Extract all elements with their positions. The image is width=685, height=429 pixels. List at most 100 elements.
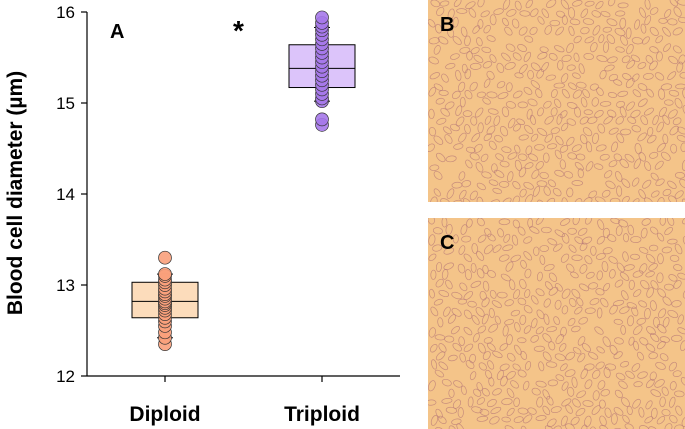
blood-cell-shape <box>571 325 581 333</box>
blood-cell-shape <box>603 367 611 379</box>
blood-cell-shape <box>656 272 664 284</box>
blood-cell-shape <box>589 83 599 91</box>
blood-cell-shape <box>438 361 449 371</box>
blood-cell-shape <box>477 234 487 243</box>
blood-cell-shape <box>592 390 600 401</box>
blood-cell-shape <box>626 60 636 69</box>
blood-cell-shape <box>516 118 525 126</box>
blood-cell-shape <box>470 262 477 273</box>
blood-cell-shape <box>460 26 468 37</box>
blood-cell-shape <box>457 263 466 274</box>
blood-cell-shape <box>572 72 581 79</box>
blood-cell-shape <box>512 195 520 202</box>
blood-cell-shape <box>517 153 528 161</box>
blood-cell-shape <box>575 153 586 161</box>
blood-cell-shape <box>487 270 496 278</box>
blood-cell-shape <box>430 196 438 202</box>
blood-cell-shape <box>481 297 490 308</box>
blood-cell-shape <box>566 187 574 198</box>
blood-cell-shape <box>674 390 685 398</box>
blood-cell-shape <box>483 78 491 88</box>
blood-cell-shape <box>596 307 603 319</box>
blood-cell-shape <box>654 160 664 170</box>
blood-cell-shape <box>450 123 460 132</box>
blood-cell-shape <box>675 83 685 90</box>
blood-cell-shape <box>517 44 527 52</box>
blood-cell-shape <box>481 388 490 397</box>
blood-cell-shape <box>599 399 606 409</box>
blood-cell-shape <box>682 105 685 115</box>
blood-cell-shape <box>645 400 653 410</box>
blood-cell-shape <box>602 247 613 255</box>
blood-cell-shape <box>681 159 685 171</box>
blood-cell-shape <box>619 306 630 314</box>
blood-cell-shape <box>614 337 624 345</box>
blood-cell-shape <box>625 77 635 89</box>
blood-cell-shape <box>658 17 668 24</box>
blood-cell-shape <box>622 251 629 262</box>
blood-cell-shape <box>572 0 583 7</box>
blood-cell-shape <box>649 7 659 15</box>
blood-cell-shape <box>580 8 589 18</box>
blood-cell-shape <box>574 236 584 245</box>
blood-cell-shape <box>433 45 441 55</box>
blood-cell-shape <box>463 291 474 301</box>
data-point <box>158 250 172 265</box>
blood-cell-shape <box>547 379 559 387</box>
blood-cell-shape <box>469 353 476 364</box>
blood-cell-shape <box>657 232 665 242</box>
y-tick-label: 15 <box>56 94 75 113</box>
blood-cell-shape <box>482 61 493 69</box>
blood-cell-shape <box>545 361 558 368</box>
blood-cell-shape <box>574 306 583 315</box>
blood-cell-shape <box>445 279 453 290</box>
blood-cell-shape <box>579 116 589 125</box>
blood-cell-shape <box>475 307 485 317</box>
blood-cell-shape <box>668 109 678 119</box>
blood-cell-shape <box>673 6 682 17</box>
blood-cell-shape <box>506 334 513 346</box>
blood-cell-shape <box>612 427 622 429</box>
blood-cell-shape <box>554 149 562 160</box>
blood-cell-shape <box>553 316 560 325</box>
blood-cell-shape <box>501 416 511 423</box>
blood-cell-shape <box>441 218 448 228</box>
blood-cell-shape <box>429 344 438 353</box>
blood-cell-shape <box>476 415 489 422</box>
blood-cell-shape <box>530 8 539 18</box>
blood-cell-shape <box>614 279 624 288</box>
blood-cell-shape <box>639 246 649 254</box>
blood-cell-shape <box>560 0 570 10</box>
blood-cell-shape <box>597 219 605 230</box>
blood-cell-shape <box>631 73 640 82</box>
blood-cell-shape <box>492 350 503 358</box>
blood-cell-shape <box>434 369 445 378</box>
blood-cell-shape <box>428 19 436 28</box>
blood-cell-shape <box>676 61 684 73</box>
blood-cell-shape <box>561 398 572 407</box>
blood-cell-shape <box>591 97 599 107</box>
blood-cell-shape <box>592 132 599 144</box>
blood-cell-shape <box>591 405 601 415</box>
blood-cell-shape <box>607 92 618 98</box>
blood-cell-shape <box>542 405 551 416</box>
blood-cell-shape <box>563 171 574 179</box>
blood-cell-shape <box>587 116 598 124</box>
blood-cell-shape <box>552 425 562 429</box>
blood-cell-shape <box>496 370 504 381</box>
micrograph-triploid: C <box>428 218 685 429</box>
blood-cell-shape <box>577 336 586 346</box>
blood-cell-shape <box>672 27 683 36</box>
blood-cell-shape <box>475 162 484 173</box>
blood-cell-shape <box>592 369 601 379</box>
blood-cell-shape <box>489 416 500 425</box>
blood-cell-shape <box>493 169 505 178</box>
blood-cell-shape <box>576 297 584 307</box>
blood-cell-shape <box>447 314 457 324</box>
blood-cell-shape <box>428 86 437 97</box>
blood-cell-shape <box>497 228 505 238</box>
blood-cell-shape <box>664 423 673 429</box>
data-point <box>158 267 172 281</box>
blood-cell-shape <box>455 69 462 81</box>
blood-cell-shape <box>447 27 455 38</box>
